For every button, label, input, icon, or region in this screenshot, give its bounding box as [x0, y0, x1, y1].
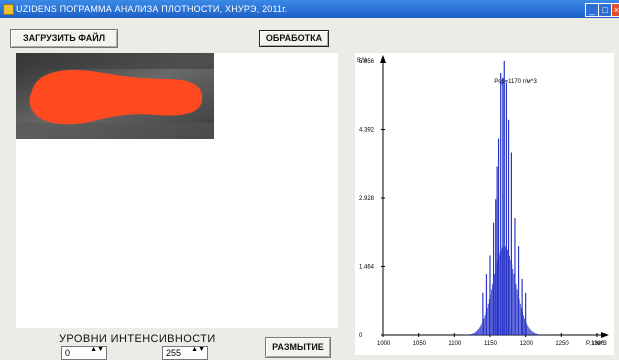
x-axis-arrow: [601, 332, 609, 338]
x-tick-label: 1050: [413, 341, 427, 347]
image-panel: [16, 53, 338, 328]
spinner-arrows-icon[interactable]: ▲▼: [90, 346, 104, 353]
title-bar: UZIDENS ПОГРАММА АНАЛИЗА ПЛОТНОСТИ, ХНУР…: [0, 0, 619, 18]
y-axis-label: 5,%: [357, 58, 368, 64]
histogram-panel: 5,% P, г/м^3 0 1.464 2.928 4.392 5.856 1000 10…: [355, 53, 614, 355]
blur-button[interactable]: РАЗМЫТИЕ: [265, 337, 331, 358]
x-tick-label: 1300: [591, 341, 605, 347]
window-title: UZIDENS ПОГРАММА АНАЛИЗА ПЛОТНОСТИ, ХНУР…: [16, 4, 288, 14]
close-button[interactable]: ×: [611, 3, 619, 17]
x-tick-label: 1150: [484, 341, 498, 347]
y-tick-label: 5.856: [359, 59, 375, 65]
histogram-body: [461, 246, 548, 335]
segmented-region: [29, 69, 203, 125]
x-tick-label: 1200: [520, 341, 534, 347]
intensity-max-value: 255: [166, 348, 182, 358]
load-file-button[interactable]: ЗАГРУЗИТЬ ФАЙЛ: [10, 29, 118, 48]
process-button[interactable]: ОБРАБОТКА: [259, 30, 329, 47]
x-axis-label: P, г/м^3: [586, 341, 607, 347]
y-tick-label: 0: [359, 333, 363, 339]
y-tick-label: 4.392: [359, 128, 375, 134]
histogram-chart: 5,% P, г/м^3 0 1.464 2.928 4.392 5.856 1000 10…: [357, 55, 609, 347]
intensity-levels-label: УРОВНИ ИНТЕНСИВНОСТИ: [59, 333, 216, 345]
spinner-arrows-icon[interactable]: ▲▼: [191, 346, 205, 353]
ultrasound-image-graphic: [16, 53, 214, 139]
ultrasound-image: [16, 53, 214, 139]
x-tick-label: 1250: [555, 341, 569, 347]
y-tick-label: 2.928: [359, 196, 375, 202]
x-tick-label: 1100: [448, 341, 462, 347]
y-axis-arrow: [380, 55, 386, 63]
x-tick-label: 1000: [377, 341, 391, 347]
mean-density-annotation: Pср=1170 г/м^3: [494, 79, 537, 85]
app-icon: [3, 4, 14, 15]
minimize-button[interactable]: _: [585, 3, 599, 17]
y-tick-label: 1.464: [359, 265, 375, 271]
intensity-min-value: 0: [65, 348, 71, 358]
maximize-button[interactable]: □: [598, 3, 612, 17]
